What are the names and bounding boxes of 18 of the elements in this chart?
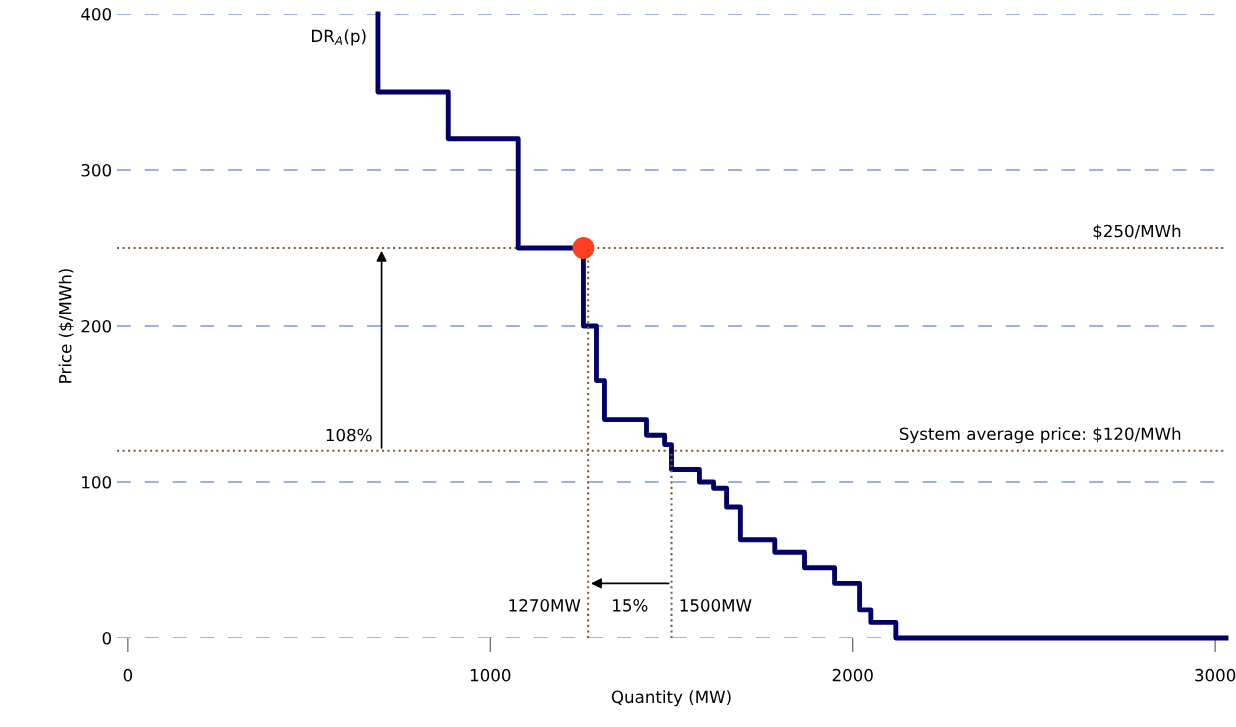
annotation: DR$_{A}$(p)	[312, 29, 366, 46]
annotation: 108%	[326, 428, 372, 442]
y-tick-label: 400	[81, 7, 112, 21]
annotation: 1500MW	[680, 599, 752, 612]
x-tick-label: 3000	[1195, 668, 1236, 682]
x-axis-title: Quantity (MW)	[611, 690, 731, 707]
x-tick-label: 1000	[470, 668, 511, 682]
y-tick-label: 0	[102, 631, 112, 645]
y-tick-label: 100	[82, 475, 112, 489]
x-tick-label: 0	[123, 668, 133, 682]
y-tick-label: 200	[81, 319, 112, 333]
y-axis-title: Price ($/MWh)	[58, 269, 74, 383]
y-tick-label: 300	[81, 163, 112, 177]
ref-line-label: System average price: $120/MWh	[899, 427, 1181, 444]
annotation: 15%	[613, 599, 648, 612]
ref-line-label: $250/MWh	[1093, 224, 1181, 240]
x-tick-label: 2000	[832, 668, 873, 682]
annotation: 1270MW	[509, 599, 581, 612]
